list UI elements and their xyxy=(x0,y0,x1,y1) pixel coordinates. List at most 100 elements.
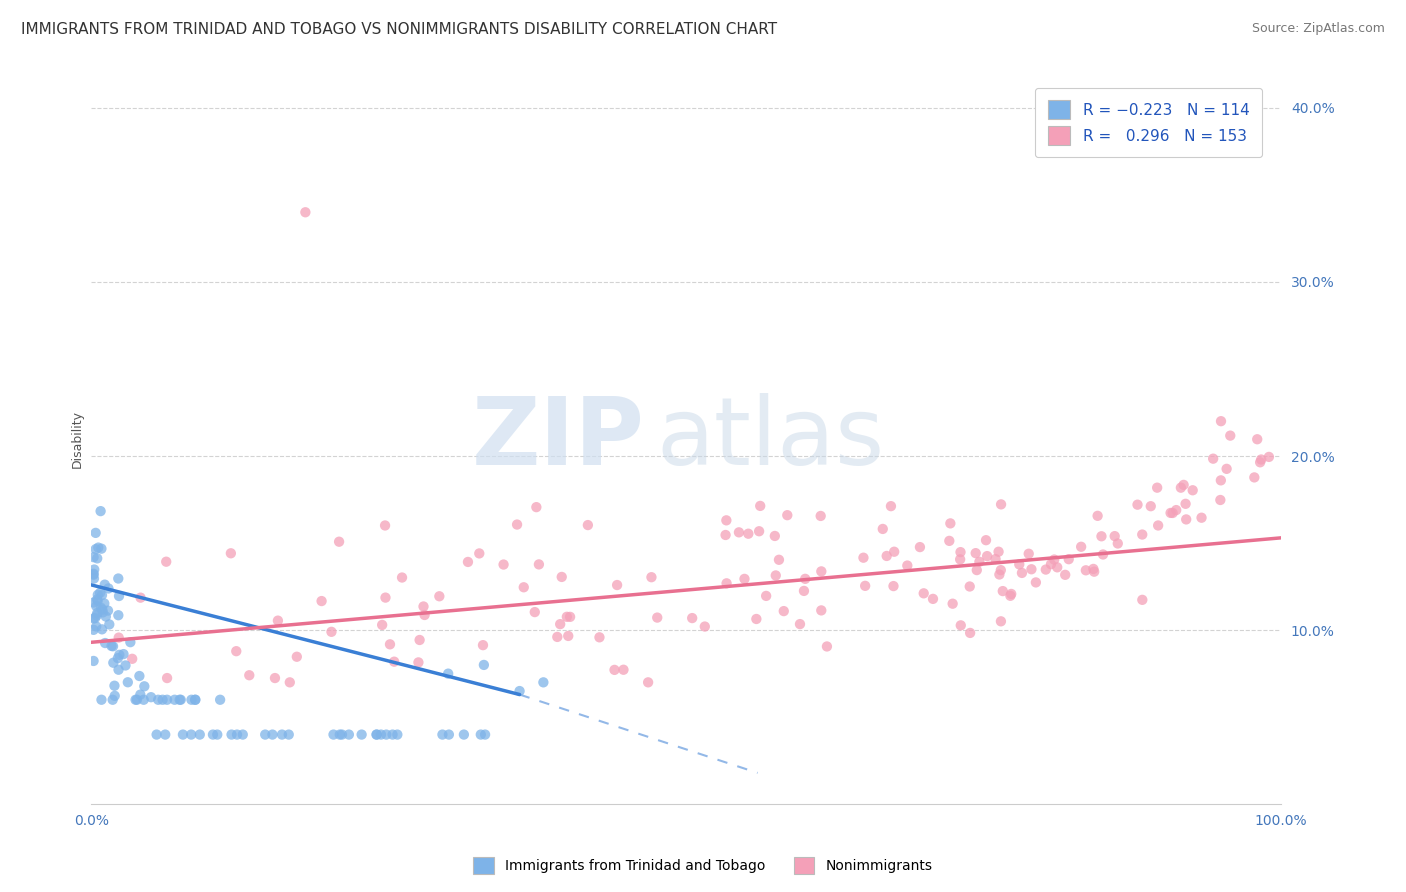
Point xyxy=(83,566,105,581)
Point xyxy=(83,654,105,668)
Point xyxy=(1174,497,1197,511)
Point xyxy=(86,606,108,620)
Point xyxy=(1083,562,1105,576)
Point xyxy=(366,728,388,742)
Point xyxy=(1175,512,1198,526)
Point xyxy=(91,623,114,637)
Point xyxy=(117,675,139,690)
Point xyxy=(83,611,105,625)
Point xyxy=(728,525,751,540)
Point xyxy=(437,666,460,681)
Point xyxy=(366,728,388,742)
Point xyxy=(437,728,460,742)
Point xyxy=(470,728,492,742)
Point xyxy=(990,615,1012,629)
Text: Source: ZipAtlas.com: Source: ZipAtlas.com xyxy=(1251,22,1385,36)
Point xyxy=(254,728,277,742)
Point xyxy=(387,728,409,742)
Point xyxy=(1107,536,1129,550)
Point xyxy=(457,555,479,569)
Point xyxy=(1250,452,1272,467)
Point xyxy=(1021,562,1043,576)
Point xyxy=(468,546,491,560)
Point xyxy=(949,545,972,559)
Point xyxy=(219,546,242,560)
Point xyxy=(201,728,224,742)
Point xyxy=(810,508,832,523)
Point xyxy=(1258,450,1281,464)
Point xyxy=(90,504,112,518)
Point xyxy=(765,568,787,582)
Point xyxy=(129,688,152,702)
Point xyxy=(86,594,108,608)
Point xyxy=(716,576,738,591)
Point xyxy=(612,663,634,677)
Point xyxy=(912,586,935,600)
Point xyxy=(412,599,434,614)
Point xyxy=(134,679,156,693)
Point xyxy=(1130,592,1153,607)
Point xyxy=(294,205,316,219)
Point xyxy=(794,572,817,586)
Point xyxy=(1170,481,1192,495)
Point xyxy=(83,562,105,576)
Point xyxy=(853,579,876,593)
Point xyxy=(558,610,581,624)
Point xyxy=(184,692,207,706)
Point xyxy=(1146,481,1168,495)
Point xyxy=(531,675,554,690)
Point xyxy=(337,728,360,742)
Point xyxy=(221,728,243,742)
Point xyxy=(114,658,136,673)
Point xyxy=(1092,548,1115,562)
Point xyxy=(172,728,194,742)
Point xyxy=(876,549,898,563)
Point xyxy=(1043,552,1066,566)
Point xyxy=(1011,566,1033,580)
Point xyxy=(267,614,290,628)
Point xyxy=(285,649,308,664)
Point xyxy=(408,632,430,647)
Point xyxy=(184,692,207,706)
Point xyxy=(120,635,142,649)
Point xyxy=(170,692,193,706)
Point xyxy=(89,586,111,600)
Point xyxy=(737,526,759,541)
Point xyxy=(1191,510,1213,524)
Point xyxy=(1209,474,1232,488)
Point xyxy=(988,567,1011,582)
Point xyxy=(87,541,110,555)
Point xyxy=(86,592,108,607)
Point xyxy=(880,499,903,513)
Point xyxy=(991,584,1014,599)
Point xyxy=(1070,540,1092,554)
Point xyxy=(714,528,737,542)
Point xyxy=(1087,508,1109,523)
Point xyxy=(97,582,120,596)
Point xyxy=(94,636,117,650)
Point xyxy=(91,602,114,616)
Point xyxy=(1018,547,1040,561)
Point xyxy=(1083,565,1105,579)
Y-axis label: Disability: Disability xyxy=(72,409,84,467)
Point xyxy=(107,608,129,623)
Point xyxy=(329,728,352,742)
Point xyxy=(128,669,150,683)
Point xyxy=(959,580,981,594)
Point xyxy=(374,518,396,533)
Point xyxy=(1025,575,1047,590)
Point xyxy=(681,611,703,625)
Point xyxy=(91,588,114,602)
Point xyxy=(84,619,107,633)
Point xyxy=(107,572,129,586)
Point xyxy=(84,599,107,614)
Point xyxy=(755,589,778,603)
Point xyxy=(121,652,143,666)
Point xyxy=(90,600,112,615)
Point xyxy=(84,525,107,540)
Point xyxy=(693,619,716,633)
Point xyxy=(271,728,294,742)
Point xyxy=(378,637,401,651)
Point xyxy=(745,612,768,626)
Point xyxy=(749,499,772,513)
